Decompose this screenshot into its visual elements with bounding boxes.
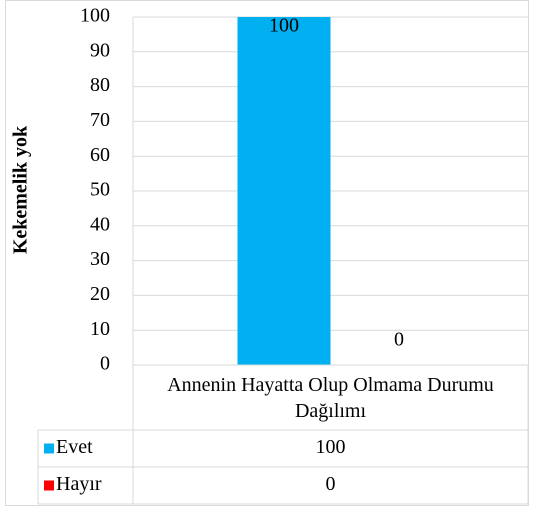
- table-value: 100: [316, 436, 346, 458]
- y-tick-label: 50: [90, 179, 110, 201]
- legend-label: Evet: [56, 436, 93, 458]
- legend-key: [44, 443, 54, 454]
- y-tick-label: 100: [80, 5, 110, 27]
- category-label: Annenin Hayatta Olup Olmama Durumu Dağıl…: [167, 374, 494, 422]
- y-tick-label: 10: [90, 318, 110, 340]
- y-tick-label: 60: [90, 144, 110, 166]
- y-tick-label: 80: [90, 74, 110, 96]
- y-axis-title: Kekemelik yok: [10, 125, 32, 254]
- legend-key: [44, 480, 54, 491]
- chart-border: [5, 0, 529, 506]
- y-tick-label: 20: [90, 283, 110, 305]
- data-label: 100: [269, 15, 299, 37]
- legend-label: Hayır: [56, 473, 102, 495]
- y-tick-label: 30: [90, 248, 110, 270]
- y-tick-label: 0: [100, 353, 110, 375]
- y-tick-label: 40: [90, 213, 110, 235]
- y-tick-label: 90: [90, 39, 110, 61]
- table-value: 0: [326, 473, 336, 495]
- y-tick-label: 70: [90, 109, 110, 131]
- bar: [237, 17, 331, 365]
- data-label: 0: [394, 329, 404, 351]
